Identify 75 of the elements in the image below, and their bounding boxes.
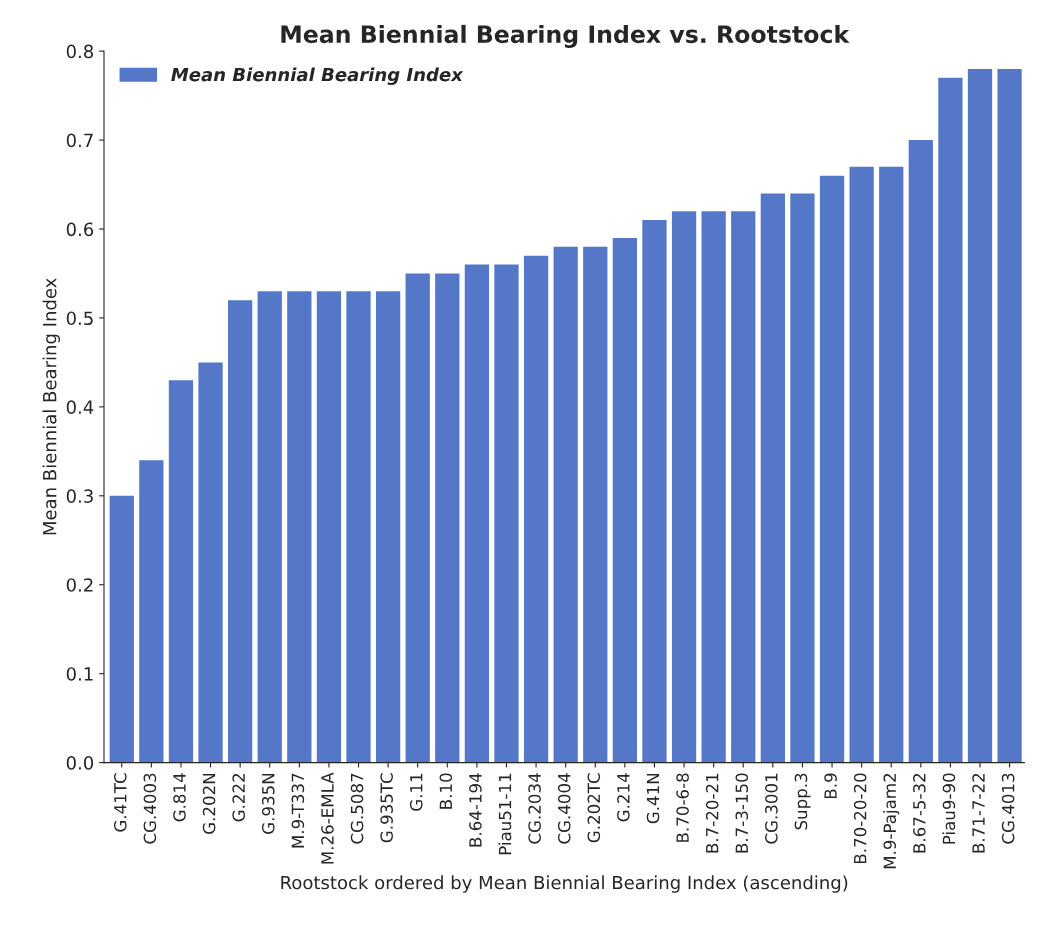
bar [139,460,164,763]
bar [168,380,194,763]
y-tick-label: 0.8 [66,44,94,59]
x-tick-label: G.814 [173,773,186,822]
x-tick-label: B.10 [439,773,453,809]
y-tick-label: 0.4 [66,400,94,414]
bar [316,291,342,763]
bar [671,211,697,763]
x-tick-label: G.11 [409,773,423,811]
bar [553,246,578,763]
x-axis-title: Rootstock ordered by Mean Biennial Bearing Index (ascending) [281,875,848,893]
bar [731,211,756,763]
y-tick-label: 0.2 [66,578,93,592]
bar [228,300,253,763]
x-tick-label: G.222 [232,773,245,822]
x-tick-label: G.41TC [113,773,127,832]
x-tick-label: Piau9-90 [942,773,956,844]
y-tick-label: 0.3 [66,489,93,503]
x-tick-label: G.202TC [587,773,601,843]
bar [523,255,549,763]
x-tick-label: CG.4004 [557,773,571,844]
x-tick-label: CG.5087 [350,773,364,844]
x-tick-label: B.7-20-21 [705,773,719,853]
bar [583,246,608,763]
bar [464,264,490,763]
x-tick-label: CG.4013 [1001,773,1015,844]
bar [198,362,223,763]
x-tick-label: G.935TC [380,773,393,843]
x-tick-label: CG.3001 [765,773,778,844]
bar [346,291,371,763]
bar [819,175,845,763]
y-tick-label: 0.7 [66,133,93,148]
bar [908,140,933,763]
bar [967,68,993,763]
bar [938,77,963,763]
x-tick-label: B.71-7-22 [972,773,985,853]
x-tick-label: G.41N [646,773,660,824]
bar [997,68,1022,763]
bar [790,193,815,763]
y-tick-label: 0.5 [66,311,93,326]
x-tick-label: CG.4003 [143,773,157,844]
x-tick-label: B.67-5-32 [913,773,926,853]
x-tick-label: M.9-Pajam2 [883,773,900,869]
x-tick-label: B.7-3-150 [735,773,749,853]
x-tick-label: Piau51-11 [498,773,512,855]
chart-title: Mean Biennial Bearing Index vs. Rootstock [281,24,850,48]
bar [109,495,134,763]
bar [375,291,401,763]
bar [760,193,785,763]
x-tick-label: G.935N [261,773,275,834]
bar [287,291,312,763]
y-tick-label: 0.0 [66,756,94,770]
x-tick-label: M.9-T337 [291,773,305,848]
x-tick-label: M.26-EMLA [321,772,334,864]
bar [612,237,637,763]
x-tick-label: B.70-6-8 [676,773,689,842]
y-tick-label: 0.1 [66,667,93,681]
y-axis-title: Mean Biennial Bearing Index [42,278,61,535]
bar [257,291,282,763]
bar [405,273,430,763]
bar [435,273,460,763]
legend-label: Mean Biennial Bearing Index [171,67,464,86]
bar [642,220,667,763]
x-tick-label: G.202N [202,773,216,834]
x-tick-label: B.9 [824,773,837,799]
x-tick-label: G.214 [617,773,630,822]
y-tick-label: 0.6 [66,222,94,237]
x-tick-label: Supp.3 [794,773,811,830]
bar [849,166,874,763]
bar [879,166,904,763]
x-tick-label: B.64-194 [469,773,482,847]
x-tick-label: B.70-20-20 [853,773,867,864]
bar [701,211,726,763]
x-tick-label: CG.2034 [528,773,541,844]
bar [494,264,519,763]
